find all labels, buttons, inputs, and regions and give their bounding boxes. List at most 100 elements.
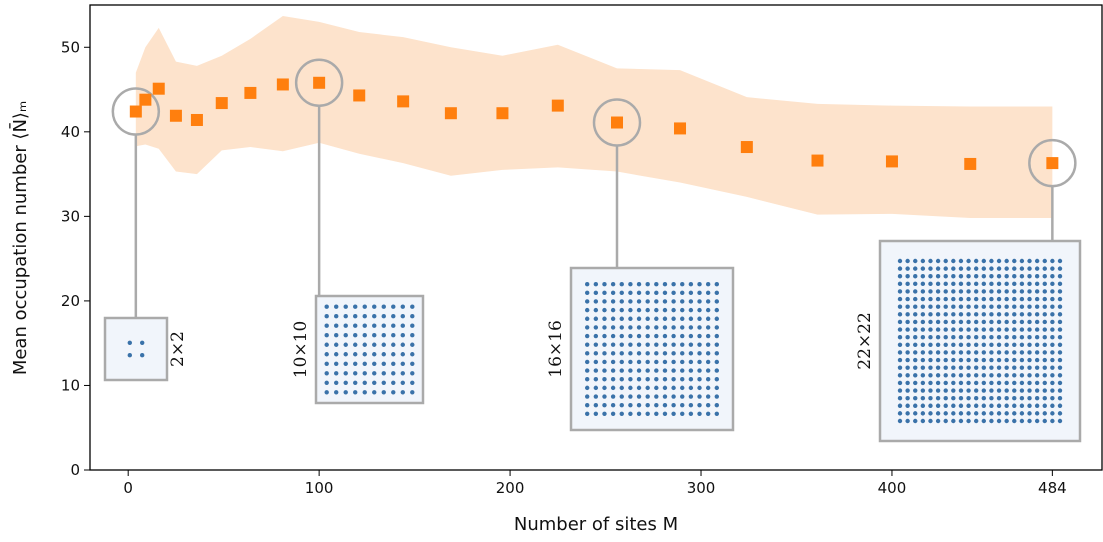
atom-dot	[680, 351, 685, 356]
atom-dot	[1050, 319, 1055, 325]
atom-dot	[1027, 258, 1032, 264]
atom-dot	[905, 395, 910, 401]
atom-dot	[602, 307, 607, 313]
atom-dot	[705, 316, 711, 321]
atom-dot	[619, 377, 624, 382]
atom-dot	[391, 333, 396, 338]
atom-dot	[1012, 266, 1017, 271]
atom-dot	[705, 411, 711, 416]
atom-dot	[981, 365, 987, 370]
atom-dot	[1004, 357, 1009, 363]
atom-dot	[602, 359, 607, 365]
atom-dot	[1004, 373, 1009, 378]
atom-dot	[705, 402, 711, 408]
atom-dot	[905, 350, 910, 355]
atom-dot	[353, 314, 358, 319]
atom-dot	[1057, 365, 1063, 370]
atom-dot	[981, 380, 987, 386]
atom-dot	[654, 342, 659, 347]
atom-dot	[628, 359, 633, 365]
atom-dot	[996, 327, 1002, 332]
atom-dot	[1027, 403, 1032, 408]
inset-dots	[585, 282, 719, 416]
atom-dot	[1057, 266, 1063, 271]
atom-dot	[1050, 418, 1055, 424]
atom-dot	[1057, 395, 1063, 401]
atom-dot	[127, 340, 132, 345]
atom-dot	[996, 281, 1002, 287]
atom-dot	[943, 395, 948, 401]
atom-dot	[989, 304, 994, 309]
atom-dot	[671, 359, 676, 365]
atom-dot	[1057, 411, 1063, 416]
atom-dot	[1027, 334, 1032, 340]
atom-dot	[935, 418, 941, 424]
atom-dot	[905, 403, 910, 408]
atom-dot	[1019, 411, 1025, 416]
atom-dot	[935, 388, 941, 393]
atom-dot	[1019, 350, 1025, 355]
atom-dot	[897, 373, 903, 378]
atom-dot	[966, 388, 971, 393]
atom-dot	[935, 342, 941, 348]
atom-dot	[1027, 388, 1032, 393]
atom-dot	[372, 304, 377, 309]
atom-dot	[928, 296, 933, 302]
atom-dot	[1034, 296, 1040, 302]
atom-dot	[958, 350, 964, 355]
atom-dot	[343, 352, 348, 357]
atom-dot	[628, 299, 633, 304]
atom-dot	[951, 350, 956, 355]
atom-dot	[1027, 289, 1032, 294]
atom-dot	[705, 394, 711, 399]
atom-dot	[610, 351, 616, 356]
atom-dot	[688, 411, 694, 416]
atom-dot	[1050, 388, 1055, 393]
atom-dot	[680, 282, 685, 287]
atom-dot	[973, 357, 979, 363]
atom-dot	[324, 323, 329, 328]
atom-dot	[928, 373, 933, 378]
atom-dot	[913, 281, 918, 287]
atom-dot	[602, 325, 607, 330]
atom-dot	[1004, 312, 1009, 317]
atom-dot	[610, 307, 616, 313]
atom-dot	[636, 351, 642, 356]
atom-dot	[966, 380, 971, 386]
atom-dot	[662, 325, 668, 330]
atom-dot	[334, 342, 339, 347]
atom-dot	[966, 342, 971, 348]
atom-dot	[897, 281, 903, 287]
atom-dot	[610, 394, 616, 399]
atom-dot	[1034, 274, 1040, 279]
atom-dot	[381, 342, 386, 347]
atom-dot	[362, 390, 367, 395]
atom-dot	[645, 282, 650, 287]
x-tick-label: 400	[878, 479, 907, 497]
atom-dot	[671, 299, 676, 304]
atom-dot	[1019, 357, 1025, 363]
atom-dot	[1042, 281, 1047, 287]
atom-dot	[372, 371, 377, 376]
atom-dot	[705, 307, 711, 313]
atom-dot	[973, 296, 979, 302]
atom-dot	[1034, 395, 1040, 401]
atom-dot	[996, 312, 1002, 317]
atom-dot	[1004, 411, 1009, 416]
atom-dot	[324, 333, 329, 338]
atom-dot	[602, 402, 607, 408]
atom-dot	[989, 350, 994, 355]
atom-dot	[697, 282, 702, 287]
atom-dot	[928, 403, 933, 408]
atom-dot	[688, 368, 694, 373]
atom-dot	[951, 418, 956, 424]
atom-dot	[602, 385, 607, 391]
atom-dot	[697, 394, 702, 399]
atom-dot	[688, 377, 694, 382]
atom-dot	[943, 342, 948, 348]
atom-dot	[1012, 342, 1017, 348]
atom-dot	[628, 316, 633, 321]
atom-dot	[913, 373, 918, 378]
atom-dot	[1019, 365, 1025, 370]
atom-dot	[593, 377, 599, 382]
